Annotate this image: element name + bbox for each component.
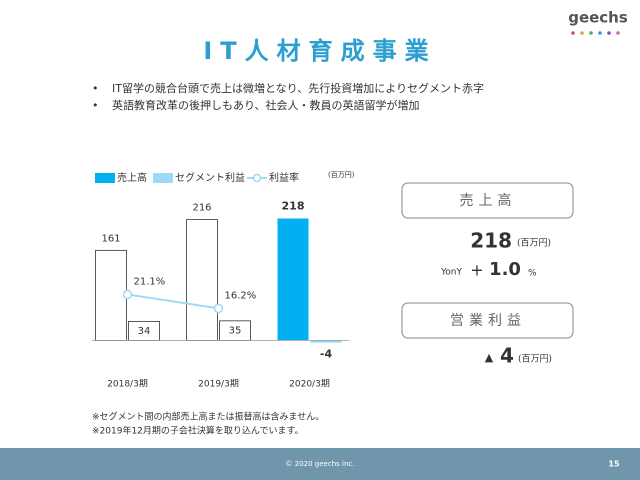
line-point (122, 289, 133, 300)
bar (277, 218, 309, 341)
legend-label: セグメント利益 (175, 171, 245, 184)
data-label: -4 (320, 348, 333, 361)
copyright: © 2020 geechs inc. (286, 460, 355, 468)
line (127, 293, 219, 310)
footer-band (0, 448, 640, 480)
data-label: 216 (192, 203, 211, 214)
data-label: 218 (282, 199, 305, 212)
data-label: 34 (138, 326, 151, 337)
note: ※2019年12月期の子会社決算を取り込んでいます。 (92, 425, 304, 437)
bullet-dot: • (92, 99, 99, 112)
kpi-sign: ▲ (485, 351, 494, 364)
kpi-box (401, 302, 574, 339)
kpi-value: 1.0 (489, 259, 521, 280)
unit-label: (百万円) (328, 171, 355, 179)
legend-swatch (153, 173, 173, 183)
x-tick-label: 2020/3期 (289, 379, 330, 390)
kpi-sign: + (470, 261, 483, 280)
kpi-label: 営業利益 (450, 313, 526, 329)
title: IT人材育成事業 (203, 37, 436, 65)
chart: 売上高 セグメント利益 利益率 (百万円) 161 216 218 34 35 -4 21.1% 16… (92, 171, 355, 390)
note: ※セグメント間の内部売上高または振替高は含みません。 (92, 411, 324, 423)
kpi-unit: (百万円) (518, 354, 552, 365)
legend-swatch (252, 173, 262, 183)
x-tick-label: 2019/3期 (198, 379, 239, 390)
kpi-value: 218 (470, 229, 512, 253)
line-point (213, 303, 224, 314)
x-tick-label: 2018/3期 (107, 379, 148, 390)
data-label: 21.1% (134, 276, 166, 287)
legend-swatch (95, 173, 115, 183)
logo: geechs (568, 9, 628, 27)
bullet-dot: • (92, 82, 99, 95)
bar (95, 249, 127, 341)
kpi-unit: % (528, 269, 537, 279)
logo-dots (571, 31, 620, 35)
data-label: 16.2% (225, 290, 257, 301)
kpi-box (401, 182, 574, 219)
page-number: 15 (608, 460, 620, 469)
kpi-label: 売上高 (460, 192, 517, 209)
bullet: IT留学の競合台頭で売上は微増となり、先行投資増加によりセグメント赤字 (112, 81, 484, 95)
kpi-yony: YonY (440, 268, 463, 278)
bullet: 英語教育改革の後押しもあり、社会人・教員の英語留学が増加 (112, 98, 420, 112)
bar (310, 340, 342, 343)
kpi-value: 4 (500, 344, 514, 368)
data-label: 161 (101, 233, 120, 244)
legend-label: 売上高 (117, 171, 147, 184)
kpi-unit: (百万円) (517, 238, 551, 249)
legend-label: 利益率 (269, 171, 299, 184)
data-label: 35 (229, 326, 242, 337)
bar (186, 219, 218, 341)
